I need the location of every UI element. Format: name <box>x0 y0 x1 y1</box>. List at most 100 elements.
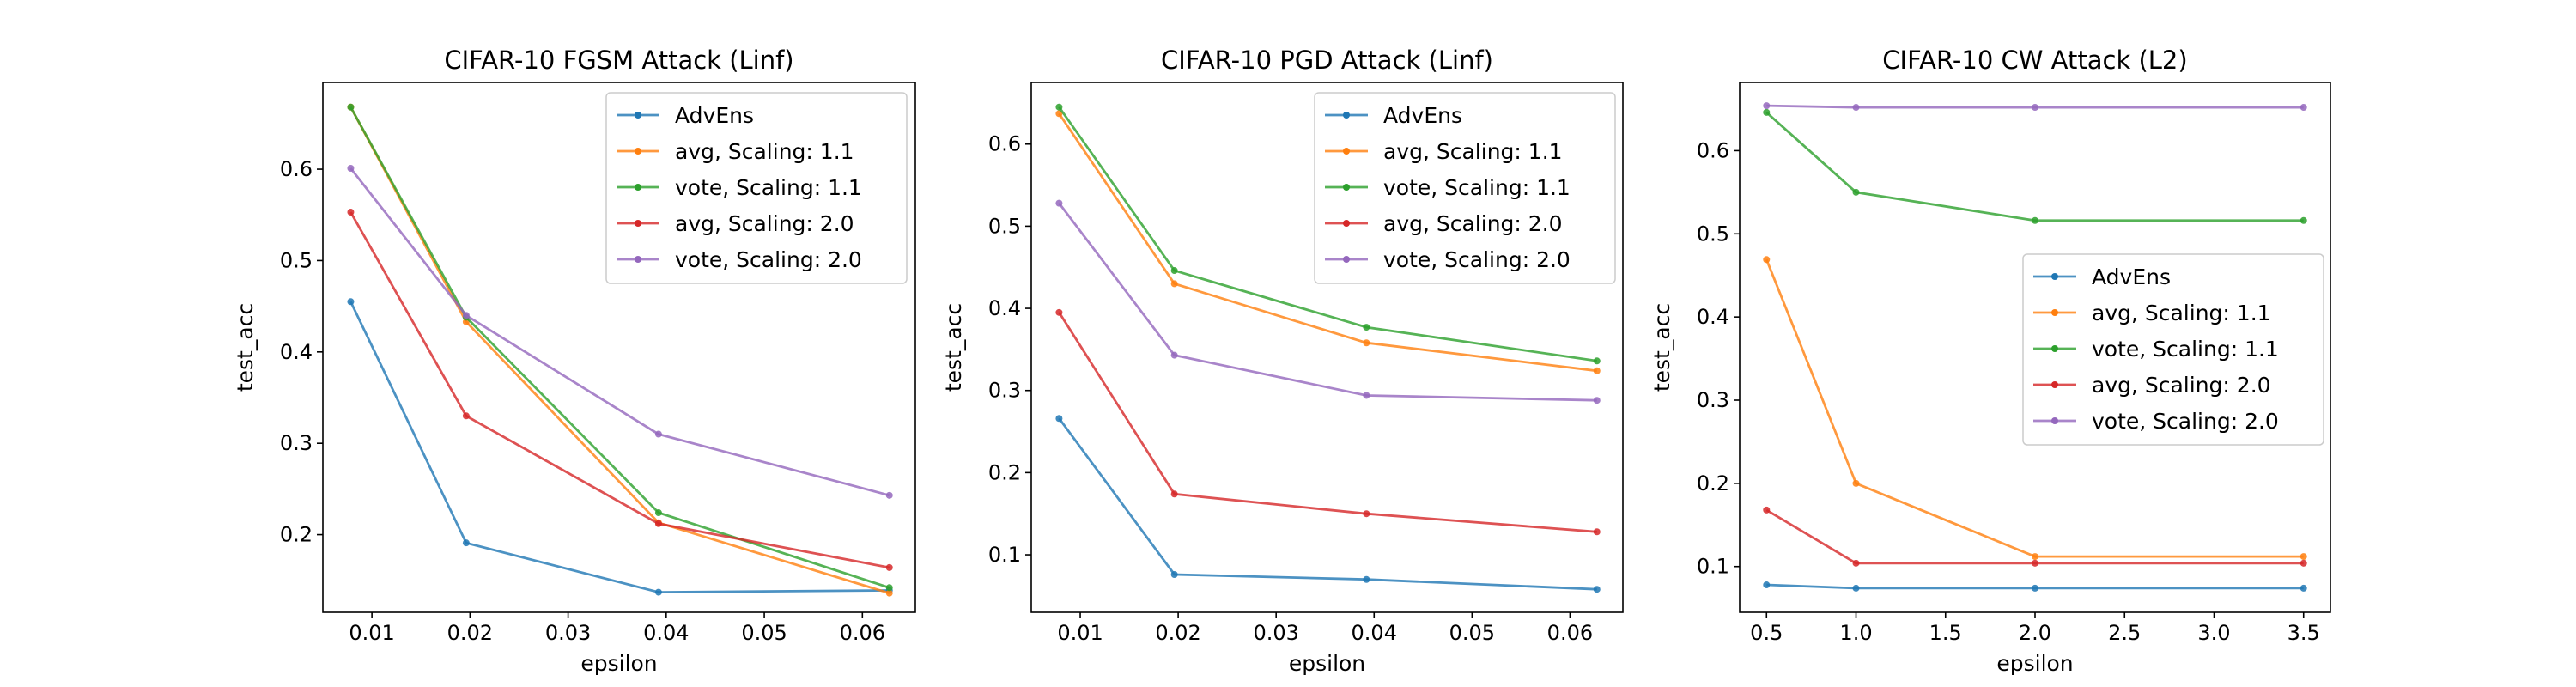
legend-label: vote, Scaling: 1.1 <box>675 175 862 200</box>
data-point <box>1593 397 1601 404</box>
x-tick-label: 2.0 <box>2019 621 2051 645</box>
legend-marker <box>635 256 641 263</box>
data-point <box>1852 188 1860 196</box>
series-line <box>1765 258 2304 558</box>
x-tick-label: 2.5 <box>2108 621 2141 645</box>
data-point <box>1170 280 1178 288</box>
data-point <box>1763 506 1771 514</box>
x-tick-label: 0.05 <box>1449 621 1495 645</box>
legend-marker <box>1343 220 1350 227</box>
series-line <box>1765 508 2304 565</box>
chart-title: CIFAR-10 PGD Attack (Linf) <box>1161 46 1493 75</box>
y-tick-label: 0.3 <box>280 431 313 455</box>
data-point <box>2300 216 2307 224</box>
x-tick-label: 0.05 <box>741 621 787 645</box>
data-point <box>2032 553 2038 561</box>
y-axis-label: test_acc <box>941 303 966 392</box>
y-tick-label: 0.1 <box>1697 555 1729 579</box>
data-point <box>1852 559 1860 567</box>
legend-marker <box>635 184 641 191</box>
series-line <box>1058 202 1597 402</box>
legend-box <box>1314 92 1616 284</box>
x-tick-label: 0.02 <box>447 621 493 645</box>
legend-label: AdvEns <box>2092 264 2171 289</box>
legend-label: avg, Scaling: 2.0 <box>2092 373 2271 398</box>
data-point <box>2300 553 2307 561</box>
data-point <box>1763 108 1771 116</box>
legend: AdvEns avg, Scaling: 1.1 vote, Scaling: 1.… <box>1314 92 1616 284</box>
legend-label: avg, Scaling: 1.1 <box>675 139 854 164</box>
y-tick-label: 0.3 <box>1697 388 1729 412</box>
series-line <box>349 167 890 497</box>
legend-marker <box>1343 148 1350 155</box>
legend: AdvEns avg, Scaling: 1.1 vote, Scaling: 1.… <box>605 92 908 284</box>
data-point <box>2032 104 2038 112</box>
series-line <box>349 106 890 589</box>
data-point <box>2300 559 2307 567</box>
legend-label: avg, Scaling: 2.0 <box>1383 211 1563 236</box>
legend-marker <box>2051 273 2058 280</box>
x-tick-label: 3.5 <box>2287 621 2320 645</box>
data-point <box>1763 102 1771 110</box>
x-axis-label: epsilon <box>580 651 657 676</box>
data-point <box>347 103 355 111</box>
series-line <box>349 301 890 594</box>
x-tick-label: 0.04 <box>643 621 689 645</box>
y-tick-label: 0.4 <box>280 340 313 364</box>
legend-marker <box>2051 309 2058 316</box>
data-point <box>462 312 470 319</box>
data-point <box>1055 199 1063 207</box>
x-tick-label: 0.03 <box>545 621 591 645</box>
data-point <box>1055 415 1063 423</box>
data-point <box>1363 575 1370 583</box>
series-line <box>1058 112 1597 373</box>
legend-marker <box>2051 381 2058 388</box>
legend-label: avg, Scaling: 1.1 <box>1383 139 1563 164</box>
y-tick-label: 0.2 <box>988 460 1021 484</box>
x-tick-label: 1.5 <box>1929 621 1962 645</box>
legend-marker <box>1343 112 1350 119</box>
data-point <box>1363 339 1370 347</box>
plot-frame <box>322 82 916 613</box>
x-tick-label: 0.02 <box>1155 621 1200 645</box>
data-point <box>1593 367 1601 374</box>
data-point <box>885 584 893 592</box>
data-point <box>1363 392 1370 399</box>
series-line <box>349 211 890 569</box>
data-point <box>2032 559 2038 567</box>
data-point <box>654 588 662 596</box>
legend-label: AdvEns <box>1383 103 1462 128</box>
chart-title: CIFAR-10 CW Attack (L2) <box>1882 46 2187 75</box>
x-tick-label: 0.03 <box>1253 621 1298 645</box>
chart-title: CIFAR-10 FGSM Attack (Linf) <box>444 46 793 75</box>
y-tick-label: 0.2 <box>280 523 313 547</box>
y-tick-label: 0.5 <box>1697 222 1729 246</box>
x-tick-label: 0.5 <box>1750 621 1783 645</box>
data-point <box>885 563 893 571</box>
data-point <box>1763 581 1771 589</box>
series-line <box>1058 417 1597 591</box>
pgd-chart: CIFAR-10 PGD Attack (Linf) 0.01 0.02 0.03 0.… <box>941 46 1624 676</box>
legend-marker <box>2051 417 2058 424</box>
data-point <box>347 298 355 306</box>
y-tick-label: 0.6 <box>280 157 313 181</box>
y-tick-label: 0.6 <box>988 132 1021 156</box>
y-tick-label: 0.1 <box>988 543 1021 567</box>
legend-marker <box>1343 184 1350 191</box>
data-point <box>1055 308 1063 316</box>
x-tick-label: 0.06 <box>840 621 885 645</box>
data-point <box>462 412 470 420</box>
data-point <box>1593 586 1601 593</box>
data-point <box>1363 510 1370 518</box>
x-tick-label: 3.0 <box>2197 621 2230 645</box>
x-tick-label: 1.0 <box>1839 621 1872 645</box>
data-point <box>654 430 662 438</box>
fgsm-chart: CIFAR-10 FGSM Attack (Linf) 0.01 0.02 0.03 0… <box>233 46 916 676</box>
legend-marker <box>1343 256 1350 263</box>
y-tick-label: 0.3 <box>988 379 1021 403</box>
data-point <box>2032 584 2038 592</box>
data-point <box>1170 570 1178 578</box>
y-axis-label: test_acc <box>1649 303 1674 392</box>
y-tick-label: 0.6 <box>1697 138 1729 162</box>
data-point <box>1852 479 1860 487</box>
